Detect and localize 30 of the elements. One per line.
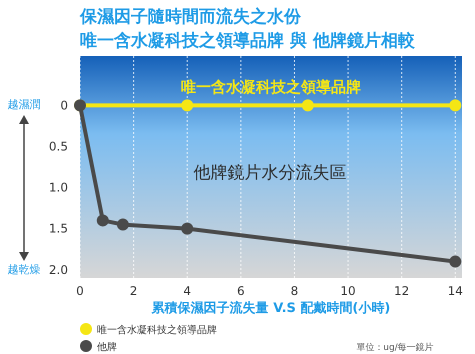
text: 單位：ug/每一鏡片 (356, 342, 434, 353)
point (116, 218, 129, 231)
x-tick-label: 0 (76, 284, 84, 298)
x-tick-label: 6 (237, 284, 245, 298)
y-tick-label: 0 (60, 98, 68, 112)
y-tick-label: 2.0 (48, 262, 68, 277)
point (449, 256, 462, 268)
point (181, 99, 194, 112)
x-tick-label: 14 (448, 284, 463, 298)
y-tick-label: 1.5 (48, 222, 68, 236)
x-tick-label: 8 (290, 284, 298, 298)
point (302, 99, 314, 112)
annotation: 唯一含水凝科技之領導品牌 (181, 78, 361, 96)
x-tick-label: 10 (340, 284, 356, 298)
point (449, 99, 462, 112)
x-tick-label: 12 (394, 284, 410, 298)
legend-label: 唯一含水凝科技之領導品牌 (97, 324, 217, 336)
x-tick-label: 2 (130, 284, 138, 298)
x-axis-title: 累積保濕因子流失量 V.S 配戴時間(小時) (150, 300, 390, 316)
x-tick-label: 4 (183, 284, 192, 298)
annotation: 他牌鏡片水分流失區 (194, 163, 346, 183)
text: 越濕潤 (8, 98, 40, 111)
text: 越乾燥 (8, 263, 40, 276)
point (181, 222, 194, 235)
y-tick-label: 1.0 (48, 180, 68, 195)
chart-subtitle: 唯一含水凝科技之領導品牌 與 他牌鏡片相較 (80, 31, 416, 51)
chart-title: 保濕因子隨時間而流失之水份 (79, 7, 302, 27)
legend-label: 他牌 (97, 341, 117, 353)
y-tick-label: 0.5 (48, 139, 68, 154)
point (96, 214, 109, 226)
